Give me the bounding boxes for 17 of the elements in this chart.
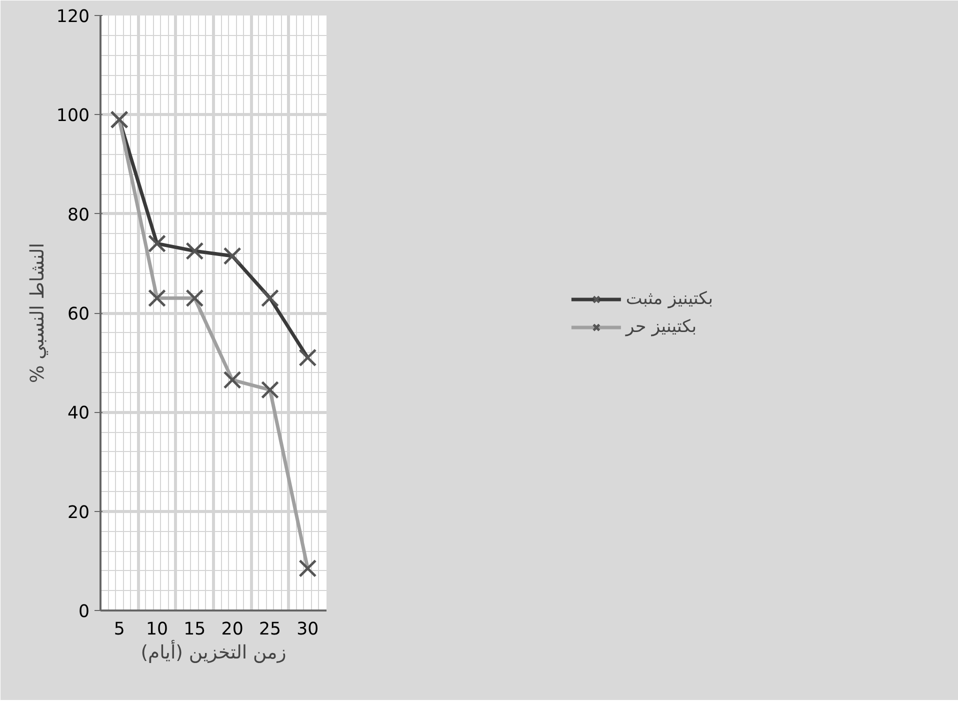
x-tick-label: 30 [296, 620, 319, 640]
x-tick-label: 25 [258, 620, 282, 640]
x-tick-label: 20 [221, 620, 244, 640]
legend-label: بكتينيز حر [626, 316, 697, 336]
x-tick-label: 15 [184, 620, 206, 640]
y-tick-label: 40 [67, 404, 90, 424]
x-axis-title: زمن التخزين (أيام) [140, 640, 286, 664]
x-tick-label: 10 [146, 620, 168, 640]
y-tick-label: 60 [67, 304, 90, 324]
y-tick-label: 80 [67, 205, 90, 226]
y-tick-label: 0 [78, 602, 90, 622]
y-tick-label: 120 [56, 7, 90, 27]
y-axis-title: % النشاط النسبي [27, 242, 48, 383]
legend-label: بكتينيز مثبت [626, 288, 714, 308]
x-tick-label: 5 [114, 620, 125, 640]
y-tick-label: 100 [56, 106, 90, 126]
y-tick-label: 20 [67, 502, 90, 523]
